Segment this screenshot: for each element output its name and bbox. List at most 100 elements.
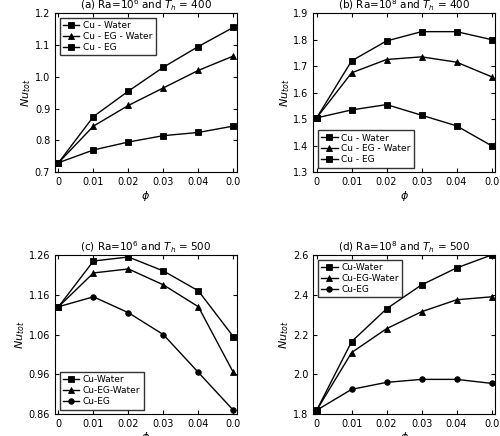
Cu - EG: [454, 123, 460, 129]
Title: (a) Ra=10$^6$ and $T_h$ = 400: (a) Ra=10$^6$ and $T_h$ = 400: [80, 0, 212, 13]
Cu - EG - Water: [56, 160, 62, 165]
X-axis label: $\phi$: $\phi$: [400, 430, 408, 436]
Cu - Water: [384, 38, 390, 44]
Cu-Water: [196, 288, 202, 293]
Legend: Cu - Water, Cu - EG - Water, Cu - EG: Cu - Water, Cu - EG - Water, Cu - EG: [60, 17, 156, 55]
Cu-Water: [454, 266, 460, 271]
Cu-EG-Water: [230, 370, 236, 375]
Cu - EG: [348, 107, 354, 112]
Cu - Water: [90, 114, 96, 119]
Cu-EG-Water: [454, 297, 460, 303]
Line: Cu - Water: Cu - Water: [314, 29, 494, 121]
Cu - EG: [196, 130, 202, 135]
Cu - Water: [126, 89, 132, 94]
Cu - Water: [160, 65, 166, 70]
Line: Cu - EG - Water: Cu - EG - Water: [56, 53, 236, 166]
Cu-Water: [230, 334, 236, 339]
Cu - EG - Water: [90, 123, 96, 129]
X-axis label: $\phi$: $\phi$: [400, 188, 408, 202]
X-axis label: $\phi$: $\phi$: [142, 430, 150, 436]
Cu - EG - Water: [488, 74, 494, 79]
Cu - EG - Water: [454, 60, 460, 65]
Cu - Water: [418, 29, 424, 34]
Cu - EG - Water: [418, 54, 424, 59]
Cu-EG-Water: [90, 270, 96, 276]
Line: Cu-EG: Cu-EG: [314, 377, 494, 413]
Cu-EG: [418, 377, 424, 382]
Cu - Water: [348, 58, 354, 64]
Cu-EG-Water: [126, 266, 132, 272]
Cu-EG: [126, 310, 132, 315]
Cu - EG - Water: [196, 68, 202, 73]
Line: Cu - Water: Cu - Water: [56, 24, 236, 166]
Cu-EG-Water: [348, 350, 354, 355]
Cu - EG: [314, 115, 320, 120]
Cu-Water: [314, 408, 320, 413]
Cu-Water: [384, 306, 390, 311]
Line: Cu - EG - Water: Cu - EG - Water: [314, 54, 494, 121]
Legend: Cu-Water, Cu-EG-Water, Cu-EG: Cu-Water, Cu-EG-Water, Cu-EG: [60, 372, 144, 410]
Cu-EG: [56, 304, 62, 310]
Cu - Water: [196, 44, 202, 49]
Cu-EG: [348, 387, 354, 392]
Cu - Water: [314, 115, 320, 120]
Cu - Water: [56, 160, 62, 165]
Line: Cu-EG-Water: Cu-EG-Water: [314, 294, 494, 413]
Cu - EG: [488, 143, 494, 148]
Cu-EG-Water: [56, 304, 62, 310]
Cu-EG-Water: [384, 326, 390, 331]
Cu-Water: [56, 304, 62, 310]
Cu-Water: [348, 339, 354, 344]
Title: (b) Ra=10$^8$ and $T_h$ = 400: (b) Ra=10$^8$ and $T_h$ = 400: [338, 0, 470, 13]
Cu - EG: [160, 133, 166, 138]
Cu - Water: [230, 25, 236, 30]
Cu-EG: [384, 380, 390, 385]
Cu - EG: [126, 140, 132, 145]
X-axis label: $\phi$: $\phi$: [142, 188, 150, 202]
Cu - EG: [418, 112, 424, 118]
Line: Cu-Water: Cu-Water: [314, 252, 494, 413]
Title: (c) Ra=10$^6$ and $T_h$ = 500: (c) Ra=10$^6$ and $T_h$ = 500: [80, 239, 212, 255]
Cu - Water: [488, 37, 494, 42]
Cu-EG-Water: [314, 408, 320, 413]
Cu - EG: [90, 147, 96, 153]
Cu - EG - Water: [126, 103, 132, 108]
Cu-EG-Water: [488, 294, 494, 300]
Cu - EG: [384, 102, 390, 107]
Cu-EG: [196, 370, 202, 375]
Legend: Cu - Water, Cu - EG - Water, Cu - EG: Cu - Water, Cu - EG - Water, Cu - EG: [318, 130, 414, 168]
Line: Cu - EG: Cu - EG: [314, 102, 494, 149]
Cu-EG: [454, 377, 460, 382]
Cu-EG: [230, 408, 236, 413]
Cu-EG-Water: [418, 309, 424, 314]
Legend: Cu-Water, Cu-EG-Water, Cu-EG: Cu-Water, Cu-EG-Water, Cu-EG: [318, 259, 402, 297]
Cu - EG - Water: [230, 54, 236, 59]
Y-axis label: $Nu_{tot}$: $Nu_{tot}$: [278, 320, 291, 349]
Cu-EG-Water: [196, 304, 202, 310]
Cu - EG - Water: [384, 57, 390, 62]
Y-axis label: $Nu_{tot}$: $Nu_{tot}$: [14, 320, 27, 349]
Cu - EG - Water: [160, 85, 166, 91]
Cu-EG: [314, 408, 320, 413]
Cu-Water: [418, 282, 424, 287]
Cu - EG: [56, 160, 62, 165]
Cu-Water: [160, 268, 166, 273]
Cu-EG: [160, 332, 166, 337]
Y-axis label: $Nu_{tot}$: $Nu_{tot}$: [278, 78, 291, 107]
Cu-EG: [488, 381, 494, 386]
Cu-Water: [90, 259, 96, 264]
Title: (d) Ra=10$^8$ and $T_h$ = 500: (d) Ra=10$^8$ and $T_h$ = 500: [338, 239, 470, 255]
Cu-EG: [90, 294, 96, 300]
Cu - Water: [454, 29, 460, 34]
Line: Cu-EG-Water: Cu-EG-Water: [56, 266, 236, 375]
Line: Cu - EG: Cu - EG: [56, 123, 236, 166]
Y-axis label: $Nu_{tot}$: $Nu_{tot}$: [20, 78, 34, 107]
Cu - EG - Water: [314, 115, 320, 120]
Cu-Water: [488, 252, 494, 258]
Line: Cu-Water: Cu-Water: [56, 254, 236, 339]
Cu - EG: [230, 123, 236, 129]
Line: Cu-EG: Cu-EG: [56, 294, 236, 413]
Cu-EG-Water: [160, 282, 166, 287]
Cu - EG - Water: [348, 70, 354, 75]
Cu-Water: [126, 254, 132, 259]
